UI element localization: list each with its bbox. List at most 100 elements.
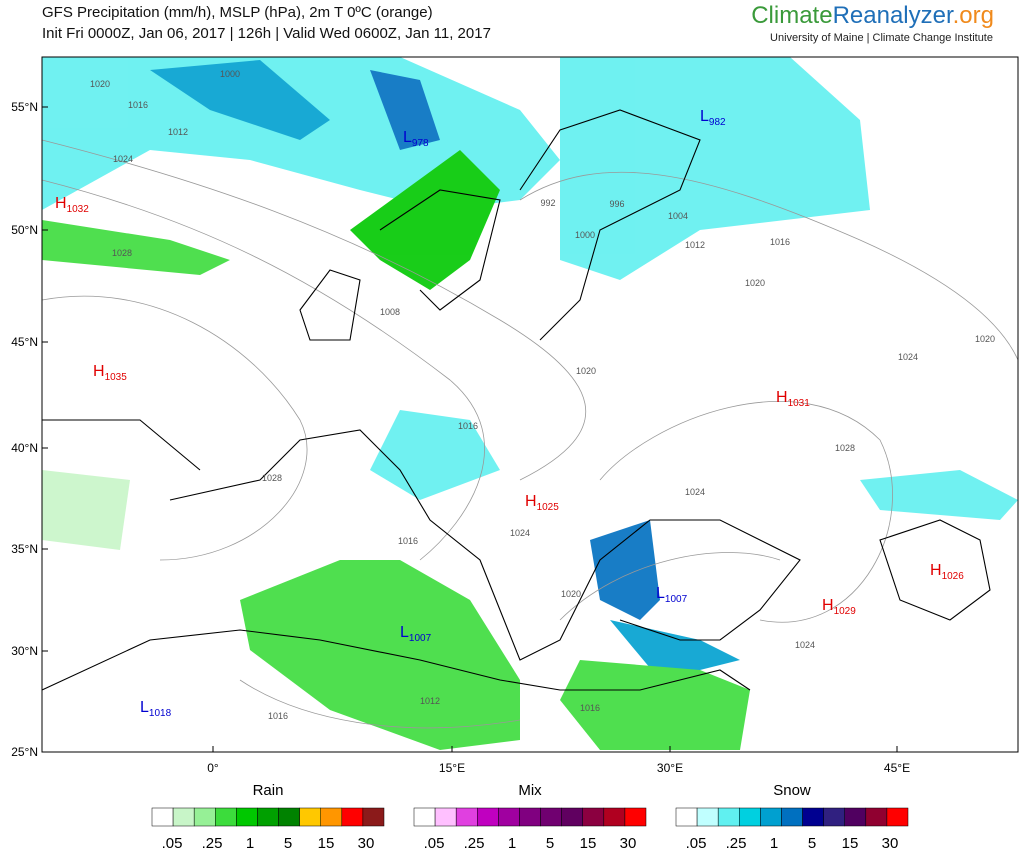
logo: ClimateReanalyzer.org — [751, 2, 994, 30]
precip-area — [42, 470, 130, 550]
pressure-center: L1018 — [140, 699, 172, 719]
legend-label: 15 — [842, 835, 859, 852]
isobars — [41, 139, 1019, 729]
center-value: 1031 — [788, 398, 811, 409]
legend-swatch — [696, 807, 719, 827]
isobar-label: 1012 — [685, 240, 705, 250]
legend-swatch — [886, 807, 909, 827]
legend-swatch — [561, 807, 583, 827]
pressure-center: H1026 — [930, 562, 964, 582]
isobar-label: 1028 — [112, 248, 132, 258]
center-kind: L — [400, 624, 409, 641]
legend-swatch — [739, 807, 761, 827]
center-kind: H — [93, 363, 105, 380]
precip-area — [560, 660, 750, 750]
center-value: 1007 — [665, 594, 688, 605]
center-value: 1032 — [67, 204, 90, 215]
isobar-label: 1016 — [268, 711, 288, 721]
center-kind: L — [403, 129, 412, 146]
legend-swatch — [717, 807, 740, 827]
legend-title: Rain — [253, 782, 284, 799]
lat-label: 50°N — [11, 223, 38, 237]
logo-part: Reanalyzer — [832, 2, 953, 29]
center-kind: L — [140, 699, 149, 716]
legend-label: 15 — [580, 835, 597, 852]
legend-swatch — [865, 807, 888, 827]
legend-label: 30 — [358, 835, 375, 852]
isobar-label: 1024 — [898, 352, 918, 362]
pressure-center: H1035 — [93, 363, 127, 383]
isobar-label: 1012 — [168, 127, 188, 137]
legend-swatch — [215, 807, 237, 827]
precip-area — [42, 220, 230, 275]
center-value: 1029 — [834, 606, 857, 617]
legend-swatch — [413, 807, 436, 827]
legend-swatch — [236, 807, 258, 827]
legend-label: 1 — [508, 835, 516, 852]
lat-label: 25°N — [11, 745, 38, 759]
legend-swatch — [434, 807, 457, 827]
legend-swatch — [477, 807, 499, 827]
legend-label: .25 — [726, 835, 747, 852]
legend-swatch — [455, 807, 478, 827]
isobar-label: 1008 — [380, 307, 400, 317]
coastlines — [41, 109, 991, 691]
legend-swatch — [540, 807, 562, 827]
precip-area — [150, 60, 330, 140]
precip-area — [560, 57, 870, 280]
isobar-label: 1020 — [561, 589, 581, 599]
legend-swatch — [781, 807, 803, 827]
center-value: 1007 — [409, 633, 432, 644]
logo-part: .org — [952, 2, 994, 29]
precip-area — [240, 560, 520, 750]
center-value: 1018 — [149, 708, 172, 719]
pressure-center: L982 — [700, 108, 726, 128]
isobar-label: 992 — [540, 198, 555, 208]
isobar-label: 1016 — [458, 421, 478, 431]
legend-swatch — [498, 807, 520, 827]
pressure-center: H1031 — [776, 389, 810, 409]
pressure-center: L978 — [403, 129, 429, 149]
center-value: 978 — [412, 138, 429, 149]
pressure-center: H1025 — [525, 493, 559, 513]
precip-area — [370, 410, 500, 500]
center-value: 1025 — [537, 502, 560, 513]
title: GFS Precipitation (mm/h), MSLP (hPa), 2m… — [42, 4, 433, 21]
legend-swatch — [257, 807, 279, 827]
legend-title: Snow — [773, 782, 811, 799]
center-kind: H — [776, 389, 788, 406]
lat-label: 40°N — [11, 441, 38, 455]
precip-area — [370, 70, 440, 150]
lat-label: 30°N — [11, 644, 38, 658]
legend-swatch — [278, 807, 300, 827]
isobar-label: 1016 — [770, 237, 790, 247]
center-kind: L — [700, 108, 709, 125]
isobar-label: 1020 — [576, 366, 596, 376]
legend-swatch — [760, 807, 782, 827]
isobar-label: 1020 — [745, 278, 765, 288]
pressure-center: H1032 — [55, 195, 89, 215]
pressure-center: L1007 — [400, 624, 432, 644]
precip-area — [350, 150, 500, 290]
isobar-label: 996 — [609, 199, 624, 209]
legend-swatch — [823, 807, 845, 827]
legend-swatch — [341, 807, 364, 827]
legend-swatch — [675, 807, 698, 827]
isobar-label: 1020 — [90, 79, 110, 89]
isobar-label: 1012 — [420, 696, 440, 706]
isobar-label: 1024 — [510, 528, 530, 538]
legend-swatch — [802, 807, 824, 827]
center-value: 1035 — [105, 372, 128, 383]
subtitle: Init Fri 0000Z, Jan 06, 2017 | 126h | Va… — [42, 25, 491, 42]
legend-title: Mix — [518, 782, 542, 799]
lon-label: 15°E — [439, 761, 465, 775]
legend-swatch — [299, 807, 321, 827]
legend-swatch — [844, 807, 867, 827]
legend-label: 30 — [882, 835, 899, 852]
lon-label: 30°E — [657, 761, 683, 775]
lon-label: 45°E — [884, 761, 910, 775]
isobar-label: 1028 — [835, 443, 855, 453]
pressure-center: H1029 — [822, 597, 856, 617]
map-frame — [41, 56, 1019, 753]
